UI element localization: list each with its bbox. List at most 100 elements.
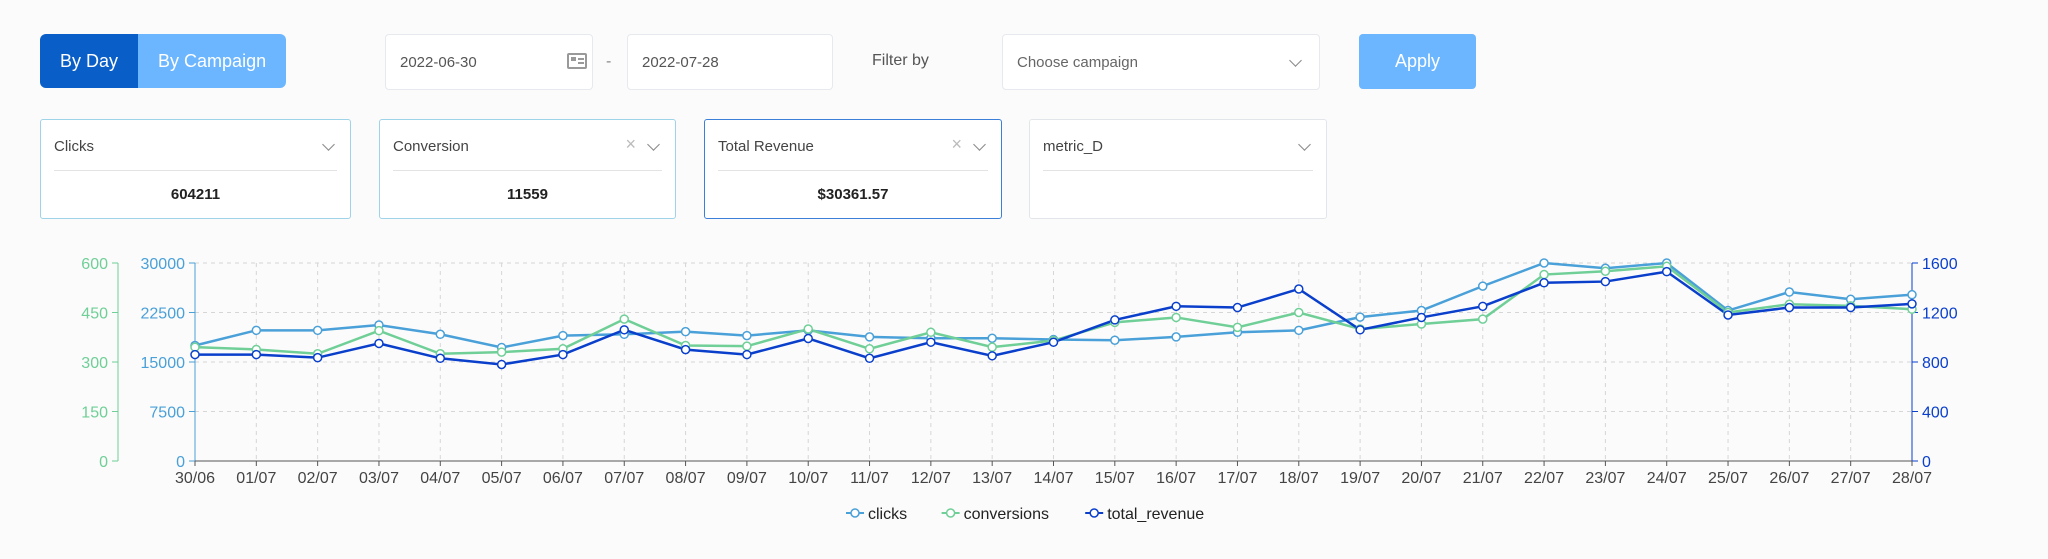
data-point-total-revenue[interactable]	[1232, 302, 1243, 313]
close-icon[interactable]: ×	[951, 134, 962, 154]
data-point-total-revenue[interactable]	[1416, 312, 1427, 323]
data-point-total-revenue[interactable]	[1845, 302, 1856, 313]
metric-card-conversion[interactable]: Conversion × 11559	[379, 119, 676, 219]
x-tick-label: 20/07	[1401, 470, 1441, 487]
data-point-total-revenue[interactable]	[1171, 301, 1181, 312]
by-day-tab[interactable]: By Day	[40, 34, 139, 88]
x-tick-label: 11/07	[850, 470, 889, 487]
divider	[1043, 170, 1313, 171]
data-point-clicks[interactable]	[742, 330, 752, 341]
metric-card-clicks[interactable]: Clicks 604211	[40, 119, 351, 219]
data-point-total-revenue[interactable]	[926, 337, 936, 347]
campaign-select[interactable]: Choose campaign	[1002, 34, 1320, 90]
data-point-conversions[interactable]	[864, 344, 875, 354]
close-icon[interactable]: ×	[625, 134, 636, 154]
data-point-total-revenue[interactable]	[1478, 301, 1488, 312]
data-point-conversions[interactable]	[1232, 322, 1243, 333]
data-point-clicks[interactable]	[251, 325, 262, 336]
data-point-total-revenue[interactable]	[1907, 299, 1917, 309]
data-point-clicks[interactable]	[435, 329, 446, 340]
y-tick-label-clicks: 0	[176, 454, 185, 471]
data-point-conversions[interactable]	[742, 341, 752, 351]
data-point-conversions[interactable]	[1478, 314, 1488, 324]
data-point-clicks[interactable]	[987, 333, 997, 343]
y-tick-label-revenue: 1200	[1922, 306, 1958, 323]
data-point-total-revenue[interactable]	[496, 359, 507, 370]
data-point-clicks[interactable]	[864, 332, 875, 342]
legend-label-total-revenue[interactable]: total_revenue	[1107, 506, 1204, 523]
data-point-conversions[interactable]	[803, 324, 813, 334]
x-tick-label: 16/07	[1156, 470, 1196, 487]
data-point-conversions[interactable]	[1539, 269, 1549, 280]
data-point-total-revenue[interactable]	[803, 333, 813, 344]
end-date-input[interactable]: 2022-07-28	[627, 34, 833, 90]
data-point-total-revenue[interactable]	[680, 344, 691, 355]
data-point-clicks[interactable]	[1110, 335, 1120, 345]
data-point-conversions[interactable]	[619, 314, 629, 324]
data-point-total-revenue[interactable]	[374, 338, 384, 349]
data-point-total-revenue[interactable]	[1048, 337, 1059, 347]
x-tick-label: 14/07	[1033, 470, 1073, 487]
data-point-conversions[interactable]	[987, 342, 997, 352]
legend-label-conversions[interactable]: conversions	[964, 506, 1049, 523]
data-point-total-revenue[interactable]	[435, 353, 446, 364]
data-point-conversions[interactable]	[1600, 266, 1611, 276]
data-point-clicks[interactable]	[1907, 289, 1917, 300]
data-point-conversions[interactable]	[1171, 312, 1181, 323]
y-tick-label-revenue: 1600	[1922, 256, 1958, 273]
data-point-total-revenue[interactable]	[1110, 315, 1120, 325]
data-point-clicks[interactable]	[1171, 332, 1181, 342]
by-campaign-tab[interactable]: By Campaign	[138, 34, 287, 88]
data-point-clicks[interactable]	[1784, 287, 1795, 297]
legend-marker-total-revenue[interactable]	[1089, 508, 1099, 518]
data-point-clicks[interactable]	[1478, 281, 1488, 291]
data-point-clicks[interactable]	[312, 325, 323, 336]
metric-value: 11559	[507, 186, 548, 203]
data-point-conversions[interactable]	[926, 327, 936, 338]
legend-marker-clicks[interactable]	[850, 508, 860, 518]
x-tick-label: 07/07	[604, 470, 644, 487]
data-point-clicks[interactable]	[558, 330, 568, 341]
data-point-total-revenue[interactable]	[1661, 266, 1672, 277]
y-tick-label-clicks: 15000	[141, 355, 186, 372]
data-point-total-revenue[interactable]	[1723, 310, 1733, 320]
x-tick-label: 19/07	[1340, 470, 1380, 487]
apply-button[interactable]: Apply	[1359, 34, 1476, 89]
x-tick-label: 17/07	[1217, 470, 1257, 487]
data-point-total-revenue[interactable]	[619, 325, 629, 335]
data-point-clicks[interactable]	[1355, 312, 1365, 322]
data-point-total-revenue[interactable]	[742, 349, 752, 360]
legend-marker-conversions[interactable]	[945, 508, 956, 518]
y-tick-label-revenue: 400	[1922, 405, 1949, 422]
legend-label-clicks[interactable]: clicks	[868, 506, 907, 523]
start-date-input[interactable]: 2022-06-30	[385, 34, 593, 90]
data-point-total-revenue[interactable]	[864, 353, 875, 364]
data-point-clicks[interactable]	[680, 326, 691, 337]
data-point-total-revenue[interactable]	[1539, 278, 1549, 288]
y-tick-label-revenue: 800	[1922, 355, 1949, 372]
data-point-total-revenue[interactable]	[1294, 284, 1304, 294]
data-point-clicks[interactable]	[1539, 258, 1549, 268]
data-point-total-revenue[interactable]	[1600, 276, 1611, 287]
x-tick-label: 22/07	[1524, 470, 1564, 487]
metric-card-total-revenue[interactable]: Total Revenue × $30361.57	[704, 119, 1002, 219]
data-point-total-revenue[interactable]	[1355, 325, 1365, 335]
view-toggle: By Day By Campaign	[40, 34, 287, 88]
data-point-conversions[interactable]	[496, 347, 507, 357]
data-point-total-revenue[interactable]	[1784, 302, 1795, 313]
x-tick-label: 15/07	[1095, 470, 1135, 487]
data-point-conversions[interactable]	[1294, 307, 1304, 318]
data-point-total-revenue[interactable]	[190, 349, 200, 360]
metric-card-d[interactable]: metric_D	[1029, 119, 1327, 219]
data-point-clicks[interactable]	[1294, 325, 1304, 336]
data-point-total-revenue[interactable]	[987, 351, 997, 361]
x-tick-label: 25/07	[1708, 470, 1748, 487]
data-point-total-revenue[interactable]	[251, 349, 262, 360]
calendar-icon[interactable]	[567, 53, 587, 69]
data-point-conversions[interactable]	[374, 325, 384, 336]
data-point-total-revenue[interactable]	[558, 349, 568, 360]
y-tick-label-conversions: 150	[81, 405, 108, 422]
campaign-placeholder: Choose campaign	[1017, 54, 1138, 71]
data-point-total-revenue[interactable]	[312, 352, 323, 363]
